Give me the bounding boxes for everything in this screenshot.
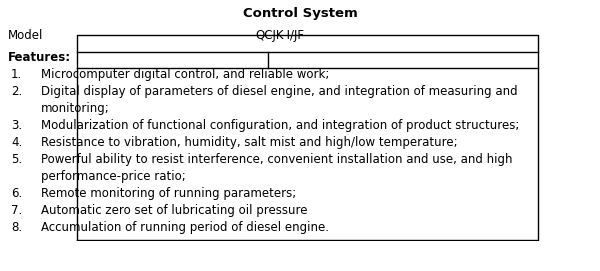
Text: 4.: 4. (11, 136, 22, 149)
Text: 2.: 2. (11, 85, 22, 98)
Text: 3.: 3. (11, 119, 22, 132)
Text: Features:: Features: (8, 51, 71, 64)
Text: 7.: 7. (11, 204, 22, 217)
Text: Microcomputer digital control, and reliable work;: Microcomputer digital control, and relia… (41, 68, 329, 81)
Text: 5.: 5. (11, 153, 22, 166)
Text: Resistance to vibration, humidity, salt mist and high/low temperature;: Resistance to vibration, humidity, salt … (41, 136, 458, 149)
Text: 8.: 8. (11, 221, 22, 234)
Text: Remote monitoring of running parameters;: Remote monitoring of running parameters; (41, 187, 296, 200)
Text: 6.: 6. (11, 187, 22, 200)
Text: Model: Model (8, 29, 43, 42)
Text: Control System: Control System (242, 8, 358, 21)
Text: Powerful ability to resist interference, convenient installation and use, and hi: Powerful ability to resist interference,… (41, 153, 512, 166)
Text: Digital display of parameters of diesel engine, and integration of measuring and: Digital display of parameters of diesel … (41, 85, 518, 98)
Text: performance-price ratio;: performance-price ratio; (41, 170, 186, 183)
Text: Accumulation of running period of diesel engine.: Accumulation of running period of diesel… (41, 221, 329, 234)
Text: Automatic zero set of lubricating oil pressure: Automatic zero set of lubricating oil pr… (41, 204, 308, 217)
Text: monitoring;: monitoring; (41, 102, 110, 115)
Text: 1.: 1. (11, 68, 22, 81)
Text: Modularization of functional configuration, and integration of product structure: Modularization of functional configurati… (41, 119, 520, 132)
Text: QCJK-I/JF: QCJK-I/JF (255, 29, 304, 42)
